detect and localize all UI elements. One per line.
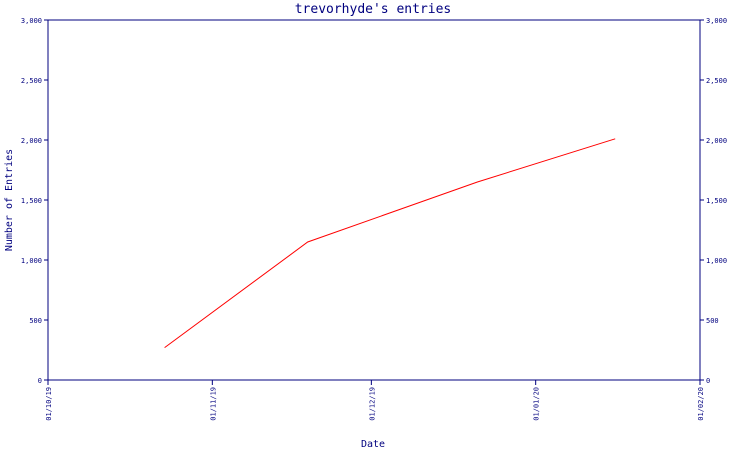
y-tick-label-right: 0 xyxy=(706,377,710,385)
y-tick-label-right: 1,500 xyxy=(706,197,727,205)
series-layer xyxy=(164,138,616,349)
y-tick-label-left: 1,000 xyxy=(21,257,42,265)
x-tick-label: 01/02/20 xyxy=(697,387,705,421)
plot-area xyxy=(47,19,701,381)
x-tick-label: 01/12/19 xyxy=(368,387,376,421)
x-tick-label: 01/01/20 xyxy=(533,387,541,421)
y-tick-label-left: 1,500 xyxy=(21,197,42,205)
x-tick-label: 01/10/19 xyxy=(45,387,53,421)
x-tick-label: 01/11/19 xyxy=(209,387,217,421)
y-tick-label-right: 3,000 xyxy=(706,17,727,25)
y-axis-label: Number of Entries xyxy=(4,149,15,251)
x-axis-label: Date xyxy=(361,439,385,450)
chart-title: trevorhyde's entries xyxy=(295,2,452,17)
y-tick-label-left: 500 xyxy=(29,317,42,325)
y-tick-label-right: 2,500 xyxy=(706,77,727,85)
series-line xyxy=(164,138,616,349)
y-axis-right: 0 500 1,000 1,500 2,000 2,500 3,000 xyxy=(700,17,727,385)
x-axis: 01/10/19 01/11/19 01/12/19 01/01/20 01/02/20 xyxy=(45,380,705,421)
y-tick-label-right: 1,000 xyxy=(706,257,727,265)
y-tick-label-left: 2,000 xyxy=(21,137,42,145)
y-tick-label-left: 3,000 xyxy=(21,17,42,25)
y-tick-label-left: 0 xyxy=(38,377,42,385)
y-tick-label-left: 2,500 xyxy=(21,77,42,85)
y-tick-label-right: 500 xyxy=(706,317,719,325)
y-tick-label-right: 2,000 xyxy=(706,137,727,145)
y-axis-left: 0 500 1,000 1,500 2,000 2,500 3,000 xyxy=(21,17,48,385)
